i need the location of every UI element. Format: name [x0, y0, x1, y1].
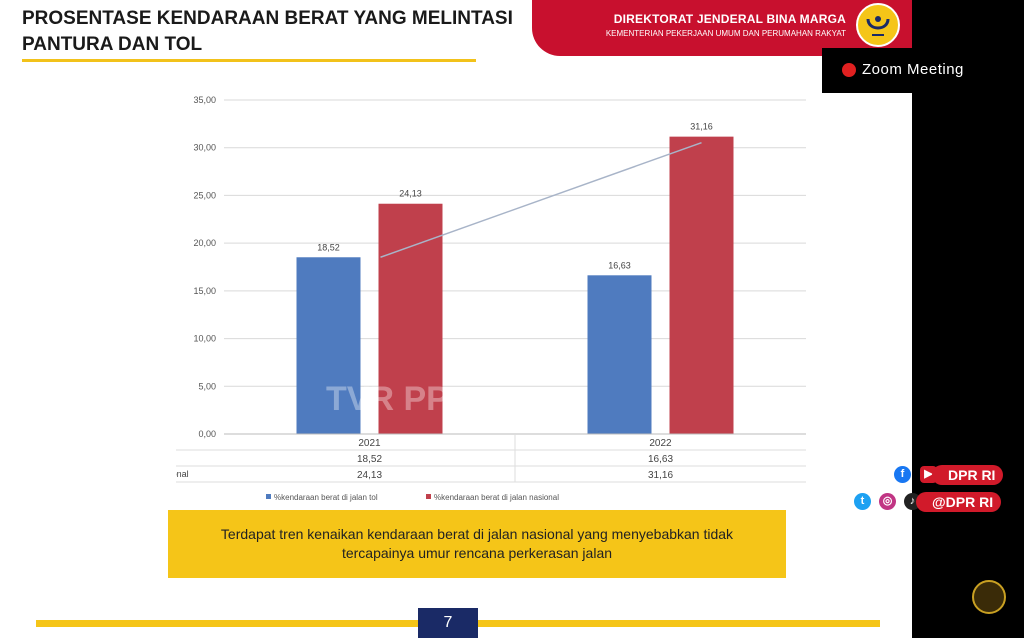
- y-tick-label: 5,00: [198, 381, 216, 391]
- table-cell: 31,16: [648, 470, 673, 481]
- bar: [587, 275, 652, 434]
- legend-swatch: [266, 494, 271, 499]
- live-label: LIVE: [850, 464, 882, 480]
- zoom-meeting-bar: Zoom Meeting: [822, 48, 1024, 93]
- y-tick-label: 30,00: [193, 143, 216, 153]
- watermark: TVR PP: [326, 380, 449, 418]
- facebook-icon: f: [894, 466, 911, 483]
- slide-title-line-2: PANTURA DAN TOL: [22, 34, 203, 55]
- summary-text: Terdapat tren kenaikan kendaraan berat d…: [220, 526, 734, 561]
- y-tick-label: 35,00: [193, 95, 216, 105]
- bar: [669, 136, 734, 434]
- bina-marga-logo-icon: [856, 3, 900, 47]
- data-label: 31,16: [690, 122, 713, 132]
- ministry-banner: DIREKTORAT JENDERAL BINA MARGA KEMENTERI…: [532, 0, 912, 56]
- table-cell: 18,52: [357, 454, 382, 465]
- bar: [378, 203, 443, 434]
- dpr-emblem-icon: [972, 580, 1006, 614]
- legend-entry: %kendaraan berat di jalan nasional: [434, 493, 559, 502]
- data-label: 18,52: [317, 242, 340, 252]
- summary-box: Terdapat tren kenaikan kendaraan berat d…: [168, 510, 786, 578]
- x-tick-label: 2021: [358, 438, 381, 449]
- y-tick-label: 0,00: [198, 429, 216, 439]
- channel-handle-2: @DPR RI: [916, 492, 1002, 512]
- y-tick-label: 10,00: [193, 334, 216, 344]
- channel-handle-1: DPR RI: [932, 465, 1004, 485]
- y-tick-label: 20,00: [193, 238, 216, 248]
- x-tick-label: 2022: [649, 438, 672, 449]
- bar: [296, 257, 361, 434]
- table-cell: 16,63: [648, 454, 673, 465]
- table-cell: 24,13: [357, 470, 382, 481]
- page-number: 7: [418, 608, 478, 638]
- title-underline: [22, 59, 476, 62]
- banner-subtitle: KEMENTERIAN PEKERJAAN UMUM DAN PERUMAHAN…: [605, 29, 846, 38]
- table-series-name: %kendaraan berat di jalan nasional: [176, 469, 189, 479]
- y-tick-label: 15,00: [193, 286, 216, 296]
- social-overlay: LIVE f ▶ DPR RI t ◎ ♪ @DPR RI: [850, 460, 1024, 520]
- data-label: 24,13: [399, 189, 422, 199]
- chart-container: 0,00 5,00 10,00 15,00 20,00 25,00 30,00 35,00 18…: [36, 88, 816, 508]
- legend-swatch: [426, 494, 431, 499]
- instagram-icon: ◎: [879, 493, 896, 510]
- y-tick-label: 25,00: [193, 190, 216, 200]
- banner-title: DIREKTORAT JENDERAL BINA MARGA: [613, 12, 846, 26]
- presentation-slide: PROSENTASE KENDARAAN BERAT YANG MELINTAS…: [0, 0, 912, 638]
- twitter-icon: t: [854, 493, 871, 510]
- trendline: [380, 141, 702, 258]
- bar-chart: 0,00 5,00 10,00 15,00 20,00 25,00 30,00 35,00 18…: [36, 95, 806, 502]
- slide-title-line-1: PROSENTASE KENDARAAN BERAT YANG MELINTAS…: [22, 8, 513, 29]
- slide-title: PROSENTASE KENDARAAN BERAT YANG MELINTAS…: [22, 6, 542, 58]
- legend-entry: %kendaraan berat di jalan tol: [274, 493, 378, 502]
- zoom-meeting-label: Zoom Meeting: [862, 61, 964, 78]
- data-label: 16,63: [608, 260, 631, 270]
- record-icon: [842, 63, 856, 77]
